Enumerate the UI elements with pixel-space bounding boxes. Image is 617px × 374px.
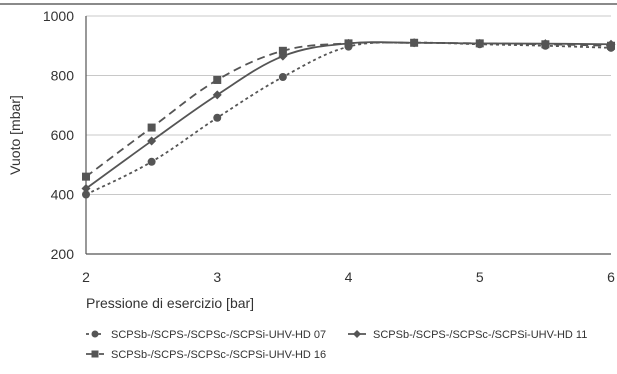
legend-item: SCPSb-/SCPS-/SCPSc-/SCPSi-UHV-HD 11: [348, 329, 587, 341]
series-2: [81, 38, 616, 194]
x-tick-label: 6: [607, 269, 615, 285]
legend-marker: [353, 330, 361, 338]
legend-marker: [91, 330, 99, 338]
axis-labels: 200 400 600 800 1000 2 3 4 5 6 Pressione di eserci…: [7, 8, 615, 311]
series-1: [82, 38, 615, 199]
data-point: [541, 40, 550, 49]
legend-label: SCPSb-/SCPS-/SCPSc-/SCPSi-UHV-HD 16: [111, 349, 326, 361]
data-point: [475, 39, 484, 48]
data-point: [344, 39, 353, 48]
legend-item: SCPSb-/SCPS-/SCPSc-/SCPSi-UHV-HD 07: [86, 329, 326, 341]
y-tick-label: 400: [51, 187, 75, 203]
series-3: [82, 38, 615, 181]
y-axis-title: Vuoto [mbar]: [7, 95, 23, 175]
series-line: [85, 41, 612, 190]
data-point: [82, 172, 90, 181]
legend: SCPSb-/SCPS-/SCPSc-/SCPSi-UHV-HD 07 SCPSb…: [86, 329, 587, 361]
data-point: [212, 90, 222, 100]
data-point: [278, 72, 287, 81]
x-tick-label: 5: [476, 269, 484, 285]
data-point: [410, 38, 419, 47]
data-point: [147, 157, 156, 166]
legend-item: SCPSb-/SCPS-/SCPSc-/SCPSi-UHV-HD 16: [86, 349, 326, 361]
y-tick-label: 800: [51, 68, 75, 84]
data-point: [147, 123, 156, 132]
x-tick-label: 2: [82, 269, 90, 285]
series-line: [85, 41, 612, 178]
data-point: [81, 184, 91, 194]
y-tick-label: 200: [51, 246, 75, 262]
x-axis-title: Pressione di esercizio [bar]: [86, 295, 254, 311]
x-tick-label: 3: [213, 269, 221, 285]
legend-marker: [91, 350, 99, 358]
x-tick-label: 4: [345, 269, 353, 285]
y-tick-label: 600: [51, 127, 75, 143]
legend-label: SCPSb-/SCPS-/SCPSc-/SCPSi-UHV-HD 07: [111, 329, 326, 341]
series-group: [81, 38, 616, 199]
data-point: [147, 136, 157, 146]
data-point: [82, 190, 90, 199]
axes: [0, 3, 617, 255]
legend-label: SCPSb-/SCPS-/SCPSc-/SCPSi-UHV-HD 11: [373, 329, 587, 341]
data-point: [213, 75, 222, 84]
data-point: [278, 46, 287, 55]
gridlines: [86, 15, 611, 195]
y-tick-label: 1000: [43, 8, 74, 24]
data-point: [607, 41, 615, 50]
data-point: [213, 113, 222, 122]
